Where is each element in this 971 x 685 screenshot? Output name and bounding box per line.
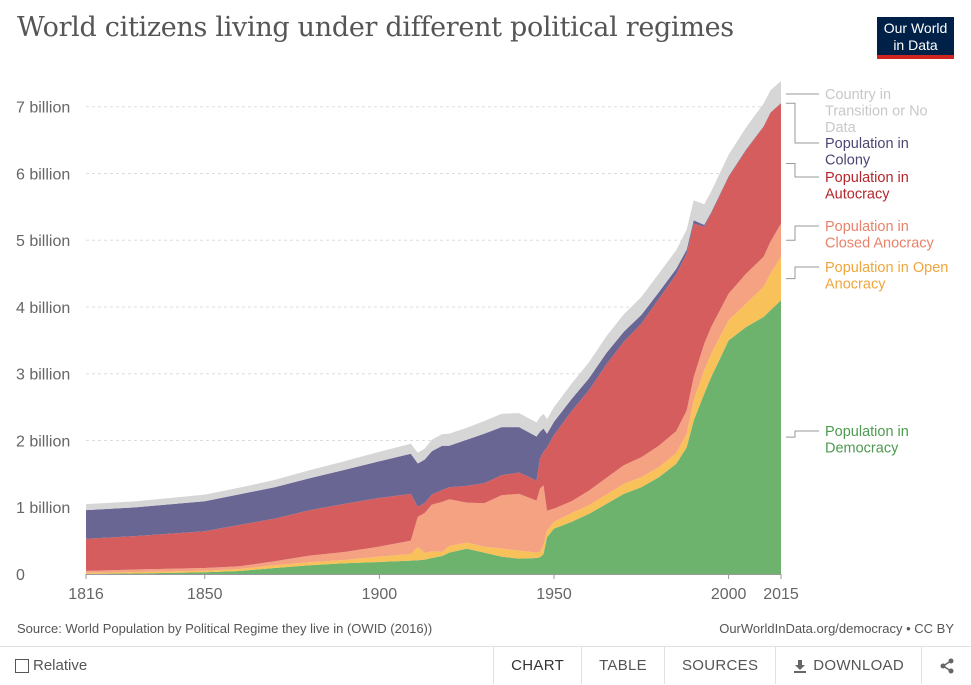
x-tick-label: 1950	[536, 586, 572, 603]
x-tick-label: 1850	[187, 586, 223, 603]
x-tick-label: 1900	[362, 586, 398, 603]
legend-label[interactable]: Colony	[825, 153, 871, 169]
legend-connector	[786, 430, 819, 438]
legend-connector	[786, 162, 819, 178]
legend-label[interactable]: Population in	[825, 136, 909, 152]
stacked-area-chart[interactable]: 0 1 billion 2 billion 3 billion 4 billion 5 b…	[0, 0, 971, 615]
relative-label: Relative	[33, 657, 88, 674]
tab-bar: CHART TABLE SOURCES DOWNLOAD	[493, 646, 971, 684]
download-icon	[794, 659, 807, 673]
axes: 0 1 billion 2 billion 3 billion 4 billion 5 b…	[16, 100, 799, 603]
share-icon	[940, 658, 953, 673]
legend-connector	[786, 102, 819, 144]
area-population-in-closed-anocracy[interactable]	[86, 223, 781, 573]
y-tick-label: 1 billion	[16, 500, 70, 517]
legend-label[interactable]: Autocracy	[825, 187, 890, 203]
x-tick-label: 2000	[711, 586, 747, 603]
logo-line-2: in Data	[893, 37, 938, 53]
legend-label[interactable]: Democracy	[825, 441, 899, 457]
area-population-in-democracy[interactable]	[86, 300, 781, 574]
legend-label[interactable]: Data	[825, 120, 857, 136]
tab-chart[interactable]: CHART	[493, 646, 582, 684]
tab-chart-label: CHART	[511, 657, 565, 674]
area-population-in-autocracy[interactable]	[86, 103, 781, 571]
legend-connector	[786, 266, 819, 280]
share-button[interactable]	[921, 647, 971, 684]
legend-label[interactable]: Anocracy	[825, 277, 886, 293]
legend-connector	[786, 225, 819, 241]
tab-sources-label: SOURCES	[681, 657, 759, 674]
y-tick-label: 7 billion	[16, 100, 70, 117]
logo-line-1: Our World	[883, 20, 948, 36]
y-tick-label: 0	[16, 567, 25, 584]
tab-sources[interactable]: SOURCES	[663, 647, 776, 684]
attribution-link[interactable]: OurWorldInData.org/democracy • CC BY	[719, 621, 954, 636]
x-tick-label: 2015	[763, 586, 799, 603]
chart-title: World citizens living under different po…	[17, 12, 734, 43]
owid-logo[interactable]: Our World in Data	[877, 17, 954, 59]
legend-label[interactable]: Closed Anocracy	[825, 236, 935, 252]
legend-label[interactable]: Population in Open	[825, 260, 948, 276]
area-series	[86, 81, 781, 574]
tab-download[interactable]: DOWNLOAD	[775, 647, 921, 684]
source-note: Source: World Population by Political Re…	[17, 621, 433, 636]
relative-checkbox[interactable]	[15, 658, 29, 673]
legend-label[interactable]: Country in	[825, 87, 891, 103]
controls-footer: Relative CHART TABLE SOURCES DOWNLOAD	[0, 646, 971, 684]
x-tick-label: 1816	[68, 586, 104, 603]
legend-label[interactable]: Population in	[825, 424, 909, 440]
legend-label[interactable]: Population in	[825, 170, 909, 186]
tab-download-label: DOWNLOAD	[813, 657, 904, 674]
y-tick-label: 5 billion	[16, 233, 70, 250]
y-tick-label: 3 billion	[16, 367, 70, 384]
legend-label[interactable]: Population in	[825, 219, 909, 235]
y-tick-label: 2 billion	[16, 433, 70, 450]
legend-label[interactable]: Transition or No	[825, 104, 928, 120]
relative-toggle[interactable]: Relative	[15, 657, 87, 674]
area-population-in-colony[interactable]	[86, 103, 781, 539]
y-tick-label: 6 billion	[16, 166, 70, 183]
y-tick-label: 4 billion	[16, 300, 70, 317]
tab-table[interactable]: TABLE	[581, 647, 664, 684]
area-population-in-open-anocracy[interactable]	[86, 256, 781, 574]
tab-table-label: TABLE	[599, 657, 647, 674]
